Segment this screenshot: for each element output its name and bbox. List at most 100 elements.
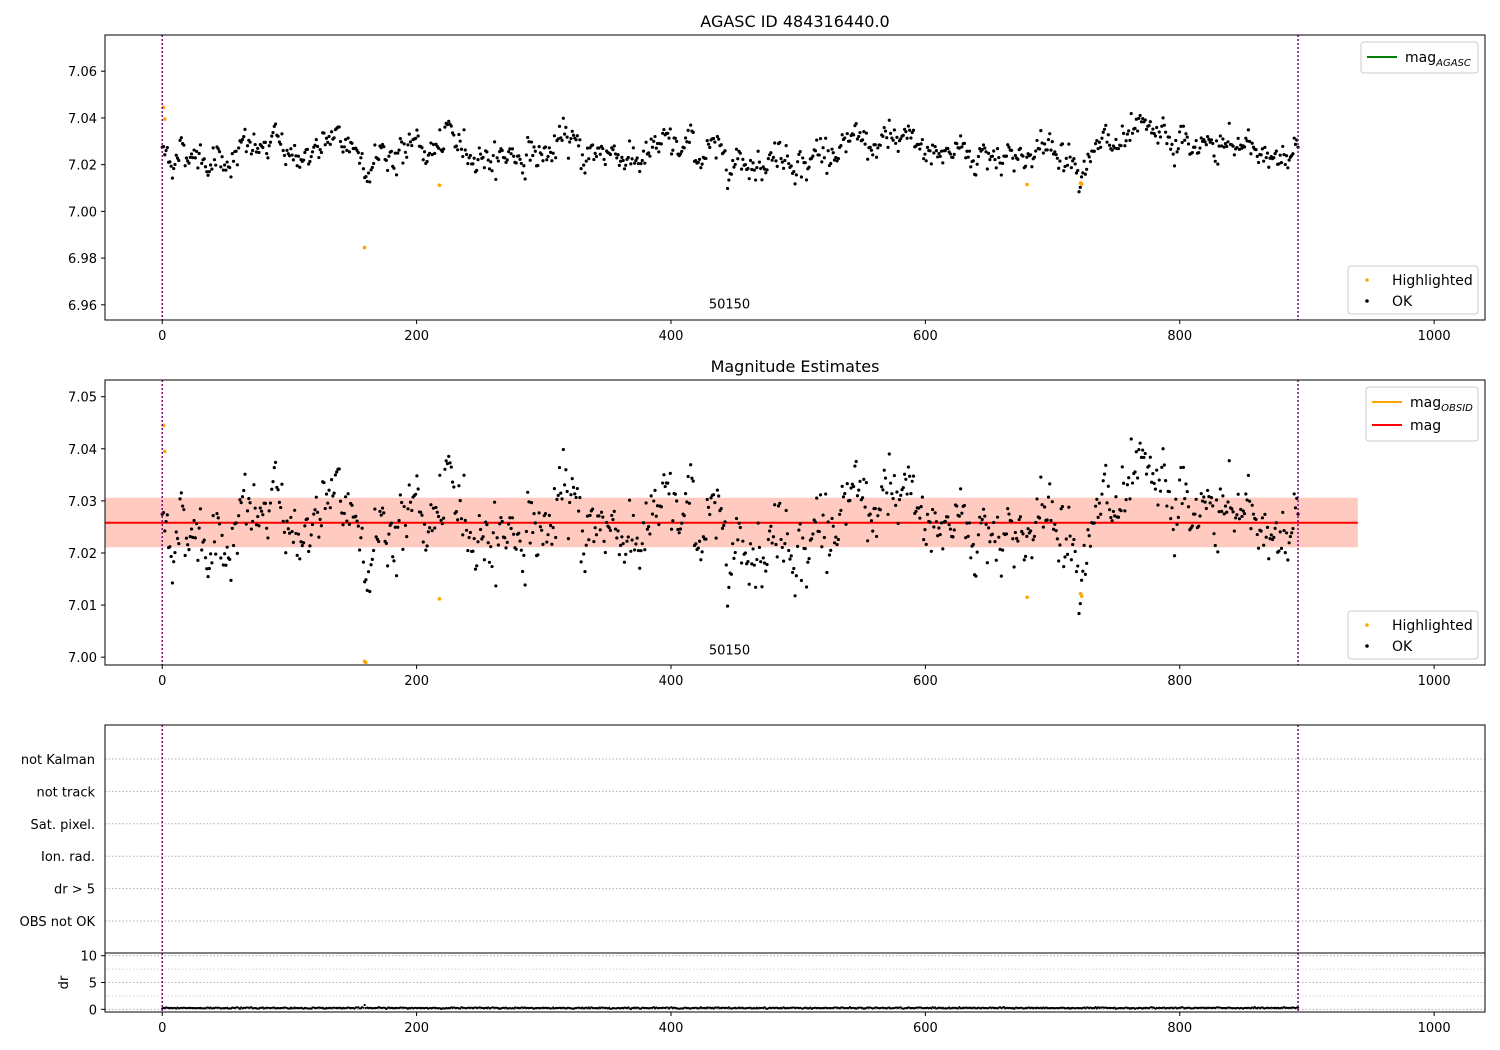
ok-point: [1081, 569, 1085, 573]
ok-point: [393, 525, 397, 529]
ok-point: [1232, 153, 1236, 157]
ok-point: [783, 158, 787, 163]
ok-point: [998, 547, 1002, 551]
ok-point: [895, 135, 899, 139]
ok-point: [505, 158, 509, 162]
ok-point: [901, 486, 905, 490]
ok-point: [335, 470, 339, 474]
ok-point: [1006, 506, 1010, 511]
ok-point: [1065, 163, 1070, 167]
ok-point: [356, 524, 360, 528]
ok-point: [286, 527, 290, 531]
ok-point: [1101, 130, 1105, 134]
ok-point: [458, 139, 462, 143]
ok-point: [770, 541, 774, 545]
ok-point: [200, 161, 204, 165]
ok-point: [724, 168, 728, 172]
x-tick-label: 400: [659, 329, 684, 344]
ok-point: [557, 465, 562, 470]
ok-point: [407, 483, 411, 487]
ok-point: [1244, 136, 1248, 140]
ok-point: [472, 536, 476, 541]
ok-point: [1207, 137, 1211, 141]
ok-point: [990, 532, 995, 536]
ok-point: [751, 161, 755, 165]
ok-point: [235, 163, 239, 167]
ok-point: [1286, 558, 1290, 562]
ok-point: [526, 135, 530, 140]
ok-point: [314, 495, 318, 499]
ok-point: [322, 481, 326, 485]
ok-point: [638, 169, 642, 174]
ok-point: [196, 166, 200, 170]
ok-point: [182, 143, 186, 147]
ok-point: [951, 155, 955, 160]
ok-point: [1062, 169, 1066, 173]
ok-point: [1093, 142, 1098, 146]
ok-point: [357, 161, 362, 165]
ok-point: [1133, 470, 1137, 474]
ok-point: [410, 508, 414, 513]
ok-point: [1232, 529, 1236, 533]
ok-point: [1128, 138, 1132, 142]
ok-point: [200, 548, 204, 552]
ok-point: [1064, 156, 1068, 160]
ok-point: [360, 526, 364, 530]
ok-point: [1023, 164, 1028, 168]
ok-point: [639, 162, 643, 166]
x-tick-label: 800: [1167, 329, 1192, 344]
ok-point: [1203, 140, 1207, 144]
ok-point: [1269, 533, 1273, 537]
ok-point: [1225, 510, 1229, 514]
ok-point: [750, 167, 754, 172]
ok-point: [414, 136, 418, 140]
ok-point: [169, 164, 173, 168]
ok-point: [1249, 152, 1253, 156]
ok-point: [890, 492, 894, 496]
ok-point: [627, 498, 632, 502]
ok-point: [1211, 504, 1215, 508]
ok-point: [1096, 515, 1100, 519]
ok-point: [504, 546, 508, 550]
ok-point: [997, 155, 1001, 160]
ok-point: [240, 137, 245, 142]
ok-point: [1240, 146, 1244, 150]
ok-point: [1254, 517, 1258, 522]
y-axis-label: dr: [57, 975, 72, 989]
ok-point: [301, 158, 306, 162]
obsid-annotation: 50150: [709, 297, 750, 312]
ok-point: [1226, 500, 1230, 504]
ok-point: [1088, 160, 1093, 164]
ok-point: [547, 146, 551, 150]
ok-point: [905, 492, 909, 496]
ok-point: [173, 550, 177, 555]
ok-point: [568, 140, 572, 144]
ok-point: [852, 133, 856, 137]
ok-point: [883, 476, 888, 480]
ok-point: [457, 132, 461, 137]
ok-point: [629, 549, 633, 553]
ok-point: [496, 543, 500, 547]
ok-point: [468, 153, 472, 158]
ok-point: [164, 519, 168, 524]
ok-point: [909, 136, 913, 140]
ok-point: [392, 559, 396, 563]
ok-point: [202, 157, 206, 161]
legend-point-label: Highlighted: [1392, 618, 1473, 634]
ok-point: [568, 500, 572, 505]
ok-point: [680, 521, 684, 525]
ok-point: [706, 142, 711, 146]
ok-point: [1001, 548, 1005, 552]
ok-point: [1113, 146, 1117, 150]
ok-point: [896, 149, 900, 153]
ok-point: [689, 463, 693, 467]
ok-point: [754, 585, 758, 589]
ok-point: [757, 160, 762, 164]
highlighted-point: [437, 183, 442, 188]
ok-point: [613, 152, 618, 156]
ok-point: [1157, 130, 1161, 134]
ok-point: [1248, 499, 1252, 503]
ok-point: [869, 519, 874, 523]
ok-point: [216, 516, 220, 520]
